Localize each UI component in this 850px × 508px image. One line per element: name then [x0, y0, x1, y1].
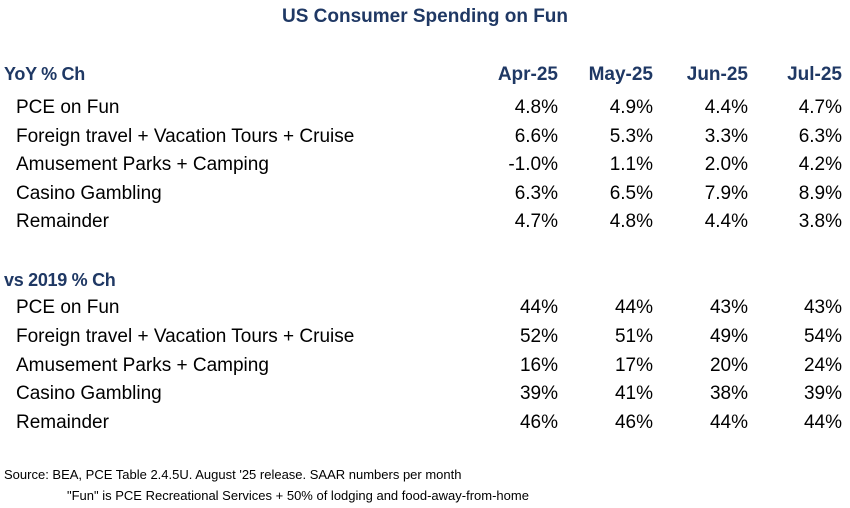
row-label: Amusement Parks + Camping — [16, 355, 269, 376]
table-cell: 44% — [803, 412, 842, 433]
section-header-yoy: YoY % Ch — [4, 64, 85, 84]
row-label: PCE on Fun — [16, 297, 120, 318]
table-cell: 8.9% — [798, 183, 842, 204]
table-cell: 49% — [709, 326, 748, 347]
table-cell: 6.5% — [609, 183, 653, 204]
column-header-jun: Jun-25 — [686, 64, 748, 85]
table-cell: 4.4% — [704, 97, 748, 118]
table-cell: 2.0% — [704, 154, 748, 175]
column-header-may: May-25 — [588, 64, 653, 85]
table-cell: 24% — [803, 355, 842, 376]
source-footnote: Source: BEA, PCE Table 2.4.5U. August '2… — [4, 467, 462, 482]
table-cell: 1.1% — [609, 154, 653, 175]
table-cell: 6.3% — [798, 126, 842, 147]
row-label: Foreign travel + Vacation Tours + Cruise — [16, 326, 355, 347]
table-cell: 46% — [519, 412, 558, 433]
table-cell: 44% — [709, 412, 748, 433]
table-cell: 46% — [614, 412, 653, 433]
row-label: Casino Gambling — [16, 383, 162, 404]
page-title: US Consumer Spending on Fun — [281, 6, 569, 27]
table-cell: 43% — [803, 297, 842, 318]
row-label: Foreign travel + Vacation Tours + Cruise — [16, 126, 355, 147]
table-cell: 4.7% — [514, 211, 558, 232]
table-cell: 44% — [519, 297, 558, 318]
definition-footnote: "Fun" is PCE Recreational Services + 50%… — [67, 488, 529, 503]
table-cell: 20% — [709, 355, 748, 376]
table-cell: 44% — [614, 297, 653, 318]
table-cell: 5.3% — [609, 126, 653, 147]
table-cell: 7.9% — [704, 183, 748, 204]
table-cell: 4.8% — [514, 97, 558, 118]
table-cell: 4.8% — [609, 211, 653, 232]
table-cell: 4.7% — [798, 97, 842, 118]
table-cell: 6.6% — [514, 126, 558, 147]
table-cell: 17% — [614, 355, 653, 376]
row-label: Remainder — [16, 211, 109, 232]
table-cell: 39% — [803, 383, 842, 404]
table-cell: 6.3% — [514, 183, 558, 204]
table-cell: 43% — [709, 297, 748, 318]
row-label: PCE on Fun — [16, 97, 120, 118]
row-label: Remainder — [16, 412, 109, 433]
column-header-apr: Apr-25 — [497, 64, 558, 85]
row-label: Amusement Parks + Camping — [16, 154, 269, 175]
table-cell: 3.3% — [704, 126, 748, 147]
table-cell: 38% — [709, 383, 748, 404]
table-cell: 52% — [519, 326, 558, 347]
table-cell: 16% — [519, 355, 558, 376]
table-cell: 3.8% — [798, 211, 842, 232]
table-cell: 4.9% — [609, 97, 653, 118]
table-cell: -1.0% — [508, 154, 558, 175]
table-cell: 4.4% — [704, 211, 748, 232]
section-header-vs-2019: vs 2019 % Ch — [4, 270, 116, 290]
table-cell: 4.2% — [798, 154, 842, 175]
table-cell: 54% — [803, 326, 842, 347]
table-cell: 51% — [614, 326, 653, 347]
column-header-jul: Jul-25 — [787, 64, 842, 85]
table-cell: 39% — [519, 383, 558, 404]
row-label: Casino Gambling — [16, 183, 162, 204]
table-cell: 41% — [614, 383, 653, 404]
